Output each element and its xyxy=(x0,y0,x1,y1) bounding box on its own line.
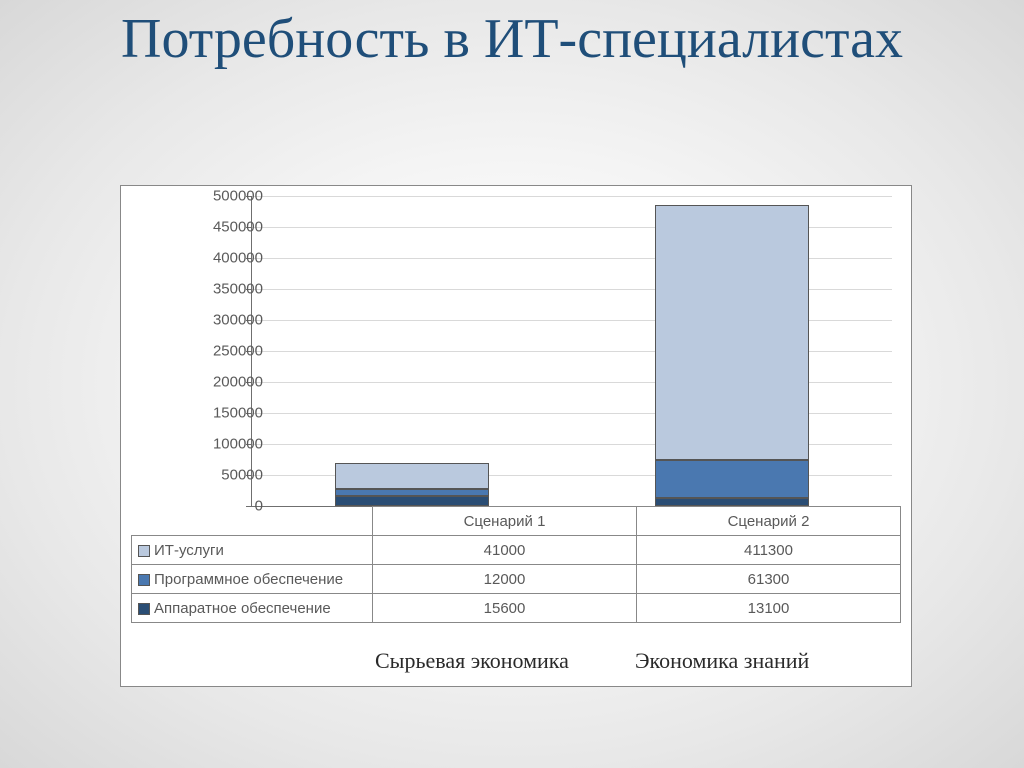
bar-segment xyxy=(655,460,809,498)
table-row-label: Аппаратное обеспечение xyxy=(132,594,373,623)
page-title: Потребность в ИТ-специалистах xyxy=(0,10,1024,69)
y-axis-label: 0 xyxy=(183,498,263,515)
table-column-header: Сценарий 1 xyxy=(373,507,637,536)
bar-segment xyxy=(655,498,809,506)
table-cell: 411300 xyxy=(637,536,901,565)
gridline xyxy=(252,196,892,197)
bar xyxy=(655,205,809,506)
bar-segment xyxy=(335,489,489,496)
y-axis-label: 450000 xyxy=(183,219,263,236)
y-axis-label: 300000 xyxy=(183,312,263,329)
table-cell: 15600 xyxy=(373,594,637,623)
y-axis-label: 350000 xyxy=(183,281,263,298)
table-row-label: ИТ-услуги xyxy=(132,536,373,565)
bottom-label-1: Сырьевая экономика xyxy=(375,648,569,674)
y-axis-label: 100000 xyxy=(183,436,263,453)
y-axis-label: 250000 xyxy=(183,343,263,360)
y-axis-label: 400000 xyxy=(183,250,263,267)
slide: Потребность в ИТ-специалистах Сценарий 1… xyxy=(0,0,1024,768)
plot-area xyxy=(251,196,892,507)
table-cell: 12000 xyxy=(373,565,637,594)
y-axis-label: 200000 xyxy=(183,374,263,391)
bar-segment xyxy=(655,205,809,460)
table-row-label: Программное обеспечение xyxy=(132,565,373,594)
y-axis-label: 150000 xyxy=(183,405,263,422)
legend-swatch xyxy=(138,574,150,586)
table-cell: 13100 xyxy=(637,594,901,623)
y-axis-label: 500000 xyxy=(183,188,263,205)
y-axis-label: 50000 xyxy=(183,467,263,484)
chart-container: Сценарий 1Сценарий 2 ИТ-услуги41000411300… xyxy=(120,185,912,687)
table-column-header: Сценарий 2 xyxy=(637,507,901,536)
bottom-label-2: Экономика знаний xyxy=(635,648,809,674)
data-table: Сценарий 1Сценарий 2 ИТ-услуги41000411300… xyxy=(131,506,901,623)
bar-segment xyxy=(335,463,489,488)
bar xyxy=(335,463,489,506)
legend-swatch xyxy=(138,545,150,557)
legend-swatch xyxy=(138,603,150,615)
table-cell: 41000 xyxy=(373,536,637,565)
bar-segment xyxy=(335,496,489,506)
table-cell: 61300 xyxy=(637,565,901,594)
